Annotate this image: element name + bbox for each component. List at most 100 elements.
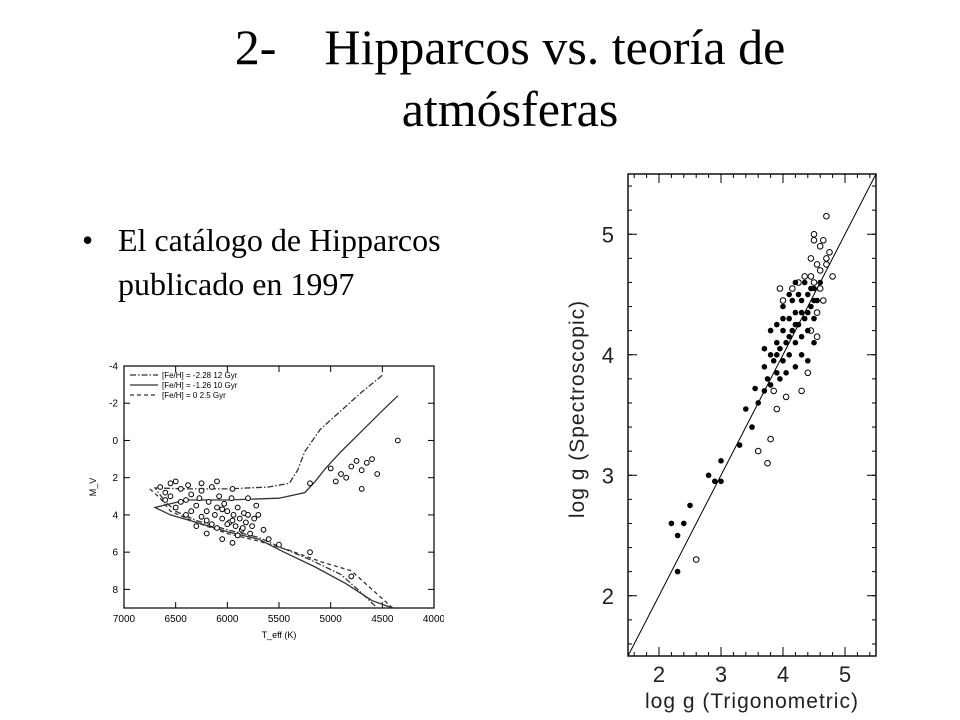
logg-open-point — [816, 267, 824, 274]
hrd-y-tick-label: 2 — [112, 473, 118, 484]
bullet-marker: • — [82, 222, 94, 258]
hrd-x-tick-label: 5000 — [320, 614, 343, 625]
logg-filled-point — [718, 478, 724, 485]
logg-filled-point — [712, 478, 718, 485]
hrd-star-point — [214, 525, 220, 531]
hrd-star-point — [224, 508, 231, 515]
hrd-star-point — [307, 480, 313, 487]
logg-filled-point — [767, 382, 774, 388]
hrd-legend-entry: [Fe/H] = 0 2.5 Gyr — [162, 391, 226, 400]
hrd-star-point — [203, 517, 210, 524]
hrd-star-point — [260, 526, 267, 533]
hrd-x-tick-label: 5500 — [268, 614, 291, 625]
hrd-x-tick-label: 4000 — [423, 614, 444, 625]
logg-filled-point — [705, 472, 712, 479]
logg-open-point — [754, 447, 762, 455]
logg-filled-point — [786, 333, 792, 340]
hrd-star-points — [157, 437, 401, 580]
logg-open-point — [816, 285, 824, 292]
hrd-x-tick-label: 4500 — [371, 614, 394, 625]
hrd-y-tick-label: 8 — [112, 585, 118, 596]
logg-y-tick-label: 5 — [602, 222, 614, 247]
logg-y-tick-label: 2 — [602, 584, 614, 609]
logg-filled-point — [808, 285, 814, 292]
logg-open-point — [779, 297, 787, 304]
hrd-y-axis-label: M_V — [88, 478, 98, 497]
hrd-star-point — [307, 549, 313, 556]
logg-filled-point — [783, 370, 789, 376]
logg-open-point — [826, 249, 833, 256]
hrd-star-point — [234, 532, 241, 539]
logg-filled-point — [674, 568, 681, 575]
hrd-y-tick-label: -2 — [109, 399, 118, 410]
logg-filled-point — [805, 327, 811, 334]
hrd-star-point — [208, 521, 215, 528]
logg-filled-point — [789, 297, 796, 304]
logg-x-tick-label: 2 — [653, 662, 665, 687]
hrd-star-point — [234, 504, 241, 511]
hrd-star-point — [183, 512, 189, 518]
logg-filled-point — [770, 358, 777, 364]
hrd-star-point — [369, 456, 375, 462]
logg-open-point — [813, 333, 821, 340]
logg-open-point — [782, 393, 790, 401]
hrd-star-point — [205, 499, 212, 505]
hrd-star-point — [251, 515, 258, 522]
hrd-x-tick-label: 6500 — [165, 614, 188, 625]
logg-identity-line — [627, 173, 877, 657]
hrd-star-point — [167, 480, 174, 487]
logg-filled-point — [764, 376, 771, 382]
hrd-star-point — [255, 512, 262, 518]
logg-open-point — [823, 261, 830, 268]
logg-open-point — [820, 297, 827, 304]
hrd-star-point — [338, 471, 344, 477]
hrd-star-point — [208, 484, 215, 490]
hrd-star-point — [167, 493, 174, 500]
hrd-star-point — [343, 474, 350, 481]
hrd-star-point — [188, 491, 195, 498]
slide-title: 2- Hipparcos vs. teoría de atmósferas — [60, 16, 960, 140]
hrd-plot-frame — [123, 365, 435, 609]
logg-filled-point — [811, 315, 817, 322]
hrd-star-point — [196, 495, 203, 502]
logg-filled-point — [767, 327, 774, 334]
logg-filled-point — [752, 385, 758, 392]
logg-filled-point — [795, 291, 802, 298]
logg-open-point — [823, 212, 830, 220]
logg-filled-point — [798, 333, 805, 340]
logg-filled-point — [789, 327, 796, 334]
hrd-star-point — [374, 471, 381, 477]
hrd-star-point — [216, 493, 223, 500]
logg-filled-point — [798, 309, 805, 316]
hr-diagram-chart: 7000 6500 6000 5500 5000 4500 4000 -4 -2 0 2 4 6 8 T_e… — [88, 362, 444, 641]
hrd-isochrones — [149, 374, 399, 609]
logg-filled-point — [761, 388, 768, 394]
logg-open-point — [820, 237, 827, 244]
hrd-star-point — [212, 512, 218, 518]
bullet-line-1: El catálogo de Hipparcos — [118, 222, 441, 258]
logg-filled-point — [767, 352, 774, 358]
logg-filled-point — [786, 315, 792, 322]
logg-filled-point — [777, 345, 783, 352]
logg-open-point — [804, 369, 812, 377]
logg-open-point — [767, 435, 774, 443]
hrd-star-point — [327, 465, 334, 472]
logg-filled-point — [687, 502, 693, 509]
logg-open-point — [692, 556, 700, 563]
logg-filled-point — [798, 297, 805, 304]
hrd-star-point — [203, 530, 210, 537]
hrd-star-point — [358, 467, 365, 474]
hrd-star-point — [276, 541, 282, 548]
logg-filled-point — [792, 309, 799, 316]
logg-filled-point — [783, 339, 789, 346]
hrd-star-point — [224, 521, 231, 528]
logg-open-point — [764, 459, 771, 467]
hrd-star-point — [249, 523, 256, 530]
logg-filled-point — [780, 315, 786, 322]
logg-y-axis-label: log g (Spectroscopic) — [566, 300, 589, 518]
logg-filled-points — [668, 279, 823, 575]
hrd-y-tick-label: 6 — [112, 548, 118, 559]
hrd-star-point — [230, 512, 237, 518]
hrd-star-point — [193, 523, 200, 530]
logg-y-tick-label: 4 — [602, 343, 614, 368]
